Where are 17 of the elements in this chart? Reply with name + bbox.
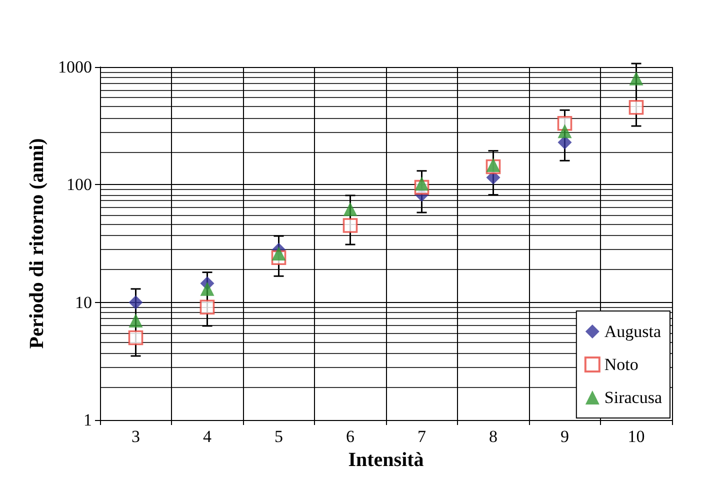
x-tick-label: 7 <box>418 427 426 446</box>
legend-label: Siracusa <box>604 388 662 407</box>
x-tick-label: 5 <box>274 427 283 446</box>
x-tick-label: 4 <box>203 427 212 446</box>
y-tick-label: 100 <box>66 175 92 194</box>
x-tick-label: 6 <box>346 427 354 446</box>
legend-label: Noto <box>604 355 638 374</box>
x-tick-label: 3 <box>132 427 140 446</box>
y-tick-label: 1 <box>84 410 92 430</box>
x-tick-label: 8 <box>489 427 498 446</box>
legend-label: Augusta <box>604 322 662 341</box>
y-axis-title: Periodo di ritorno (anni) <box>26 138 48 349</box>
x-axis-title: Intensità <box>348 449 424 471</box>
x-tick-label: 10 <box>628 427 645 446</box>
x-tick-label: 9 <box>560 427 569 446</box>
y-tick-label: 10 <box>75 292 92 312</box>
y-tick-label: 1000 <box>58 58 92 76</box>
